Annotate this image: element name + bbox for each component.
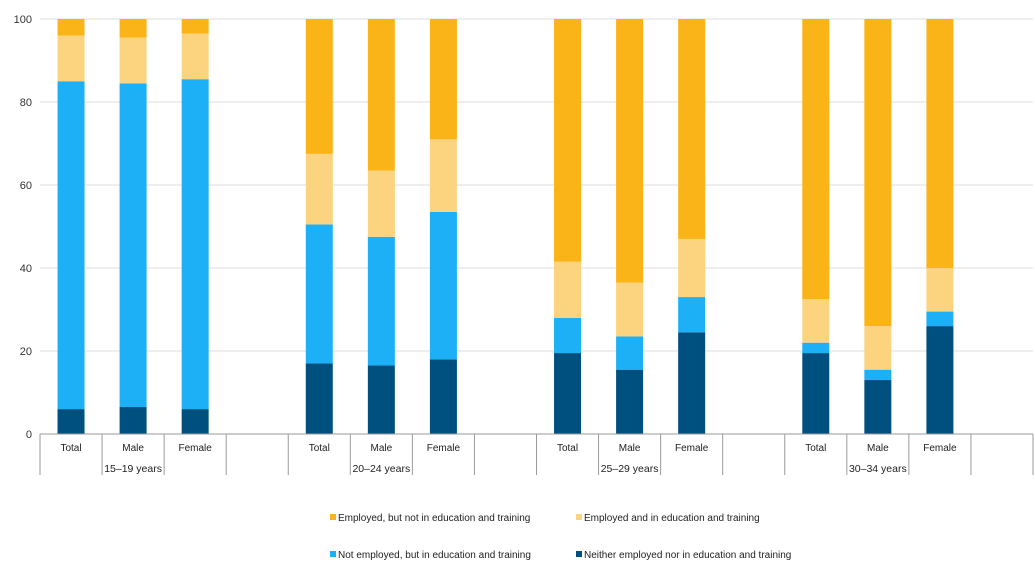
x-category-label: Male [122, 443, 144, 454]
x-group-label: 20–24 years [352, 463, 410, 475]
bar-segment [616, 369, 644, 434]
bar-segment [305, 19, 333, 154]
x-category-label: Male [867, 443, 889, 454]
x-group-label: 25–29 years [601, 463, 659, 475]
bar-segment [57, 81, 85, 410]
bar-segment [616, 282, 644, 337]
bar-segment [305, 363, 333, 434]
legend-label: Neither employed nor in education and tr… [584, 550, 791, 561]
bar-segment [926, 311, 954, 327]
bar-segment [57, 35, 85, 82]
bar-segment [554, 261, 582, 318]
bar-segment [429, 211, 457, 360]
x-category-label: Total [805, 443, 826, 454]
bar-segment [616, 19, 644, 283]
bar-segment [119, 407, 147, 434]
x-category-label: Total [557, 443, 578, 454]
bar-segment [802, 299, 830, 343]
bar-segment [864, 380, 892, 434]
bar-segment [181, 33, 209, 80]
legend-label: Not employed, but in education and train… [338, 550, 531, 561]
legend-swatch [330, 551, 336, 557]
x-group-label: 15–19 years [104, 463, 162, 475]
bar-segment [367, 170, 395, 237]
bar-segment [678, 19, 706, 239]
x-category-label: Female [427, 443, 461, 454]
bar-segment [554, 317, 582, 354]
bar-segment [181, 409, 209, 434]
x-category-label: Female [923, 443, 957, 454]
x-category-label: Male [371, 443, 393, 454]
y-tick-label: 60 [20, 180, 32, 192]
y-axis: 0 20 40 60 80 100 [14, 14, 32, 441]
bar-segment [926, 19, 954, 268]
bar-segment [367, 19, 395, 171]
x-category-label: Female [675, 443, 709, 454]
legend-label: Employed, but not in education and train… [338, 513, 530, 524]
bars [57, 19, 954, 434]
bar-segment [926, 326, 954, 434]
bar-segment [802, 353, 830, 434]
y-tick-label: 80 [20, 97, 32, 109]
bar-segment [678, 238, 706, 298]
bar-segment [119, 37, 147, 84]
bar-segment [429, 19, 457, 140]
bar-segment [678, 297, 706, 333]
bar-segment [554, 19, 582, 262]
x-category-label: Total [60, 443, 81, 454]
bar-segment [429, 359, 457, 434]
bar-segment [181, 79, 209, 410]
bar-segment [119, 19, 147, 38]
bar-segment [305, 224, 333, 364]
bar-segment [678, 332, 706, 434]
bar-segment [429, 139, 457, 212]
x-category-label: Female [178, 443, 212, 454]
bar-segment [57, 409, 85, 434]
x-category-label: Total [309, 443, 330, 454]
x-category-label: Male [619, 443, 641, 454]
bar-segment [367, 365, 395, 434]
bar-segment [119, 83, 147, 408]
y-tick-label: 40 [20, 263, 32, 275]
bar-segment [181, 19, 209, 34]
bar-segment [57, 19, 85, 36]
bar-segment [305, 153, 333, 225]
y-tick-label: 0 [26, 429, 32, 441]
bar-segment [554, 353, 582, 434]
x-axis: Total Male Female 15–19 years Total Male Femal… [39, 433, 1034, 475]
legend-label: Employed and in education and training [584, 513, 760, 524]
legend-swatch [330, 514, 336, 520]
x-group-label: 30–34 years [849, 463, 907, 475]
legend-swatch [576, 514, 582, 520]
bar-segment [864, 19, 892, 327]
y-tick-label: 20 [20, 346, 32, 358]
bar-segment [926, 268, 954, 312]
legend: Employed, but not in education and train… [330, 513, 791, 561]
bar-segment [367, 236, 395, 366]
y-tick-label: 100 [14, 14, 32, 26]
bar-segment [616, 336, 644, 370]
bar-segment [802, 19, 830, 300]
legend-swatch [576, 551, 582, 557]
bar-segment [864, 326, 892, 370]
bar-segment [802, 342, 830, 354]
bar-segment [864, 369, 892, 381]
